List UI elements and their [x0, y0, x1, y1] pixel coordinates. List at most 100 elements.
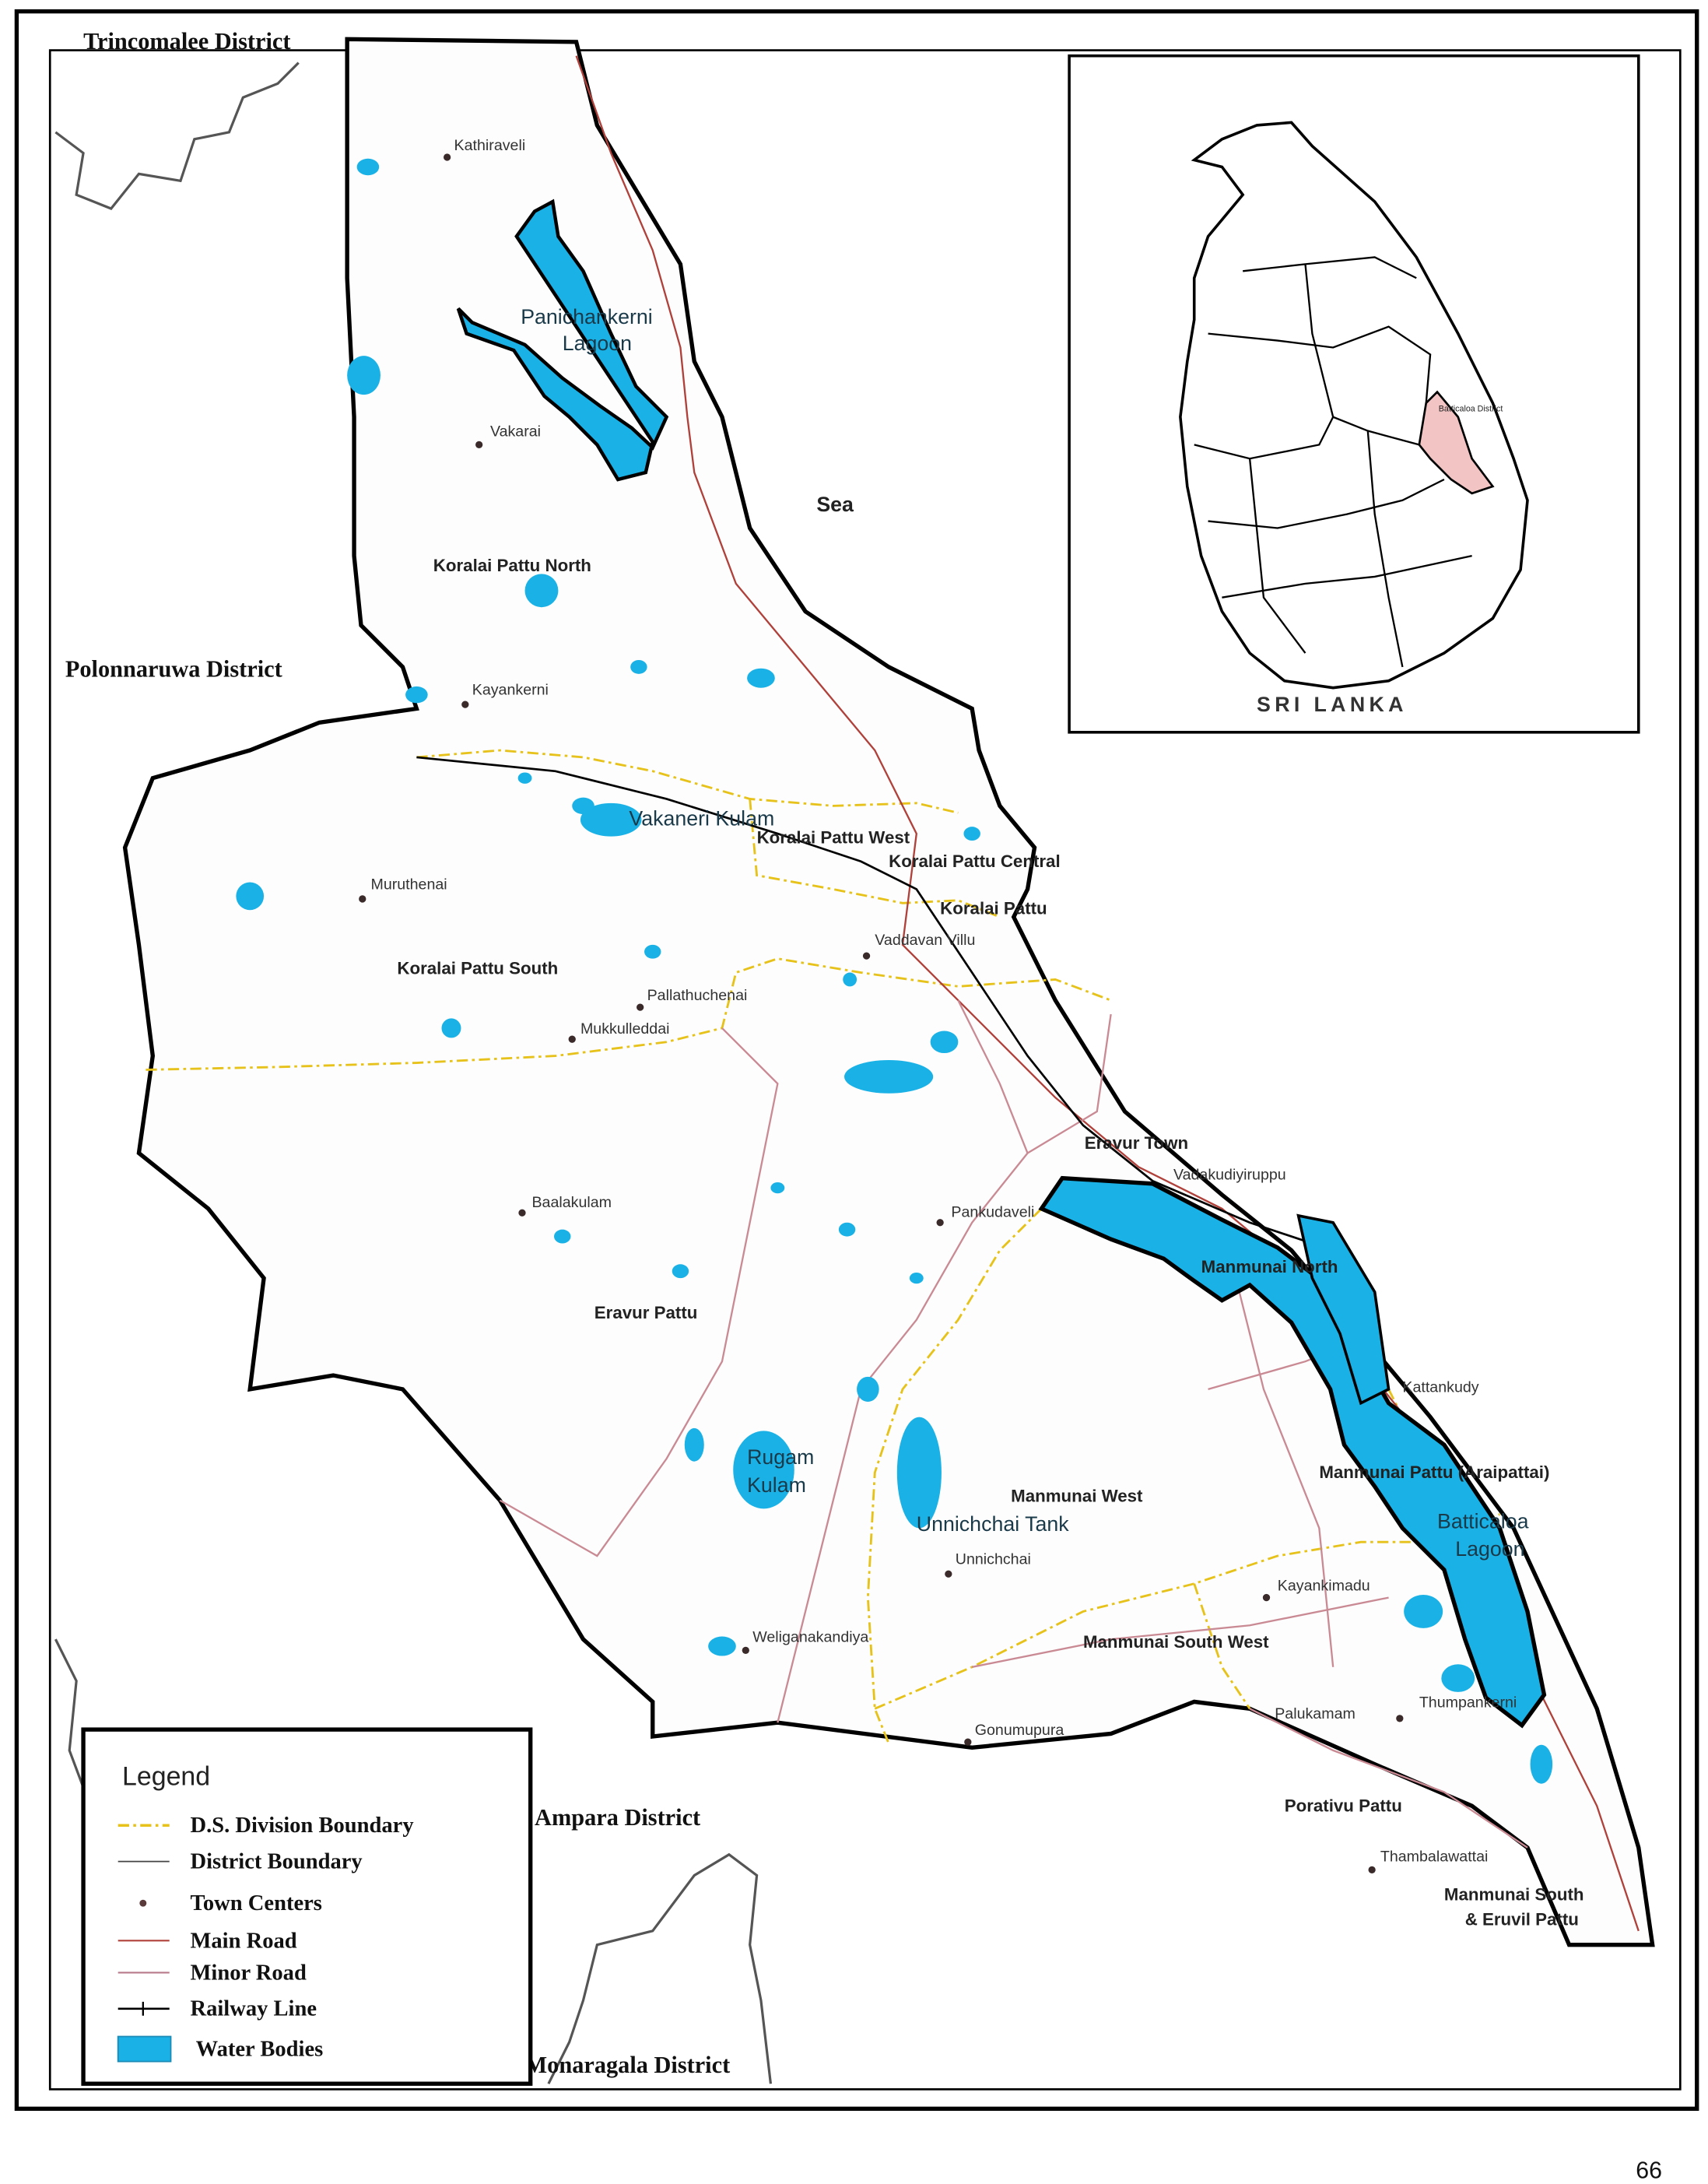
panichankerni-lagoon: [456, 198, 669, 482]
inset-title: SRI LANKA: [1257, 693, 1408, 716]
label-trincomalee: Trincomalee District: [83, 28, 290, 54]
page-number: 66: [1636, 2158, 1662, 2184]
label-ds-division: Eravur Pattu: [594, 1303, 698, 1322]
town-dots: [359, 153, 1404, 1873]
water-body: [843, 972, 858, 987]
town-center-dot: [936, 1219, 944, 1227]
label-town: Vaddavan Villu: [875, 932, 975, 949]
water-body: [580, 802, 642, 837]
label-town: Baalakulam: [531, 1194, 612, 1211]
label-water: Unnichchai Tank: [917, 1512, 1069, 1536]
label-ds-division: Manmunai South: [1444, 1885, 1584, 1905]
town-center-dot: [568, 1035, 576, 1043]
water-body: [405, 686, 428, 704]
water-body: [347, 356, 381, 395]
legend-item-district-boundary: District Boundary: [190, 1850, 362, 1874]
label-polonnaruwa: Polonnaruwa District: [65, 655, 282, 682]
water-body: [1404, 1595, 1443, 1628]
water-body: [356, 158, 380, 176]
water-body: [644, 944, 661, 959]
town-center-dot: [475, 441, 483, 449]
water-body: [963, 827, 980, 841]
water-body: [733, 1431, 794, 1509]
legend-item-water-bodies: Water Bodies: [196, 2037, 324, 2061]
label-ds-division: Manmunai Pattu (Araipattai): [1319, 1462, 1549, 1482]
label-town: Kayankimadu: [1278, 1578, 1370, 1595]
legend-item-main-road: Main Road: [190, 1929, 296, 1953]
water-body: [708, 1636, 736, 1656]
label-town: Mukkulleddai: [580, 1020, 670, 1038]
town-center-dot: [1262, 1593, 1271, 1602]
water-body: [572, 797, 594, 815]
legend-item-minor-road: Minor Road: [190, 1961, 306, 1985]
water-body: [930, 1031, 959, 1054]
label-water: Lagoon: [563, 332, 632, 355]
legend-item-railway: Railway Line: [190, 1997, 317, 2021]
water-body: [684, 1427, 704, 1462]
town-center-dot: [461, 700, 469, 708]
label-town: Weliganakandiya: [752, 1629, 868, 1646]
inset-highlight-label: Batticaloa District: [1439, 405, 1503, 414]
label-ds-division: Koralai Pattu: [940, 899, 1047, 918]
label-town: Thumpankerni: [1419, 1694, 1517, 1712]
town-center-dot: [742, 1646, 749, 1655]
label-ds-division: Manmunai West: [1011, 1486, 1143, 1505]
legend-item-town-centers: Town Centers: [190, 1891, 321, 1915]
label-ds-division: Koralai Pattu North: [433, 556, 591, 575]
water-body: [857, 1376, 879, 1402]
label-ds-division: Koralai Pattu Central: [889, 851, 1061, 871]
label-water: Vakaneri Kulam: [629, 806, 774, 830]
label-town: Vadakudiyiruppu: [1173, 1166, 1286, 1183]
legend-item-ds-boundary: D.S. Division Boundary: [190, 1814, 413, 1838]
label-ds-division: Eravur Town: [1085, 1133, 1188, 1153]
legend: Legend D.S. Division Boundary District B…: [81, 1727, 533, 2086]
label-town: Muruthenai: [370, 876, 447, 893]
water-body: [630, 660, 647, 674]
label-town: Vakarai: [490, 423, 541, 441]
water-body: [909, 1272, 924, 1284]
water-body: [517, 772, 532, 784]
water-body: [844, 1059, 934, 1094]
label-ds-division: & Eruvil Pattu: [1465, 1910, 1579, 1929]
label-sea-north: Sea: [816, 493, 854, 516]
water-body: [672, 1264, 689, 1279]
label-town: Kattankudy: [1402, 1378, 1478, 1396]
label-monaragala: Monaragala District: [525, 2052, 731, 2078]
town-center-dot: [518, 1209, 526, 1217]
town-center-dot: [359, 895, 367, 903]
label-ds-division: Koralai Pattu South: [397, 958, 558, 978]
label-ampara: Ampara District: [535, 1804, 700, 1831]
label-town: Palukamam: [1275, 1705, 1356, 1722]
label-water: Lagoon: [1455, 1537, 1524, 1561]
label-town: Gonumupura: [975, 1722, 1064, 1739]
batticaloa-highlight: [1418, 390, 1495, 495]
water-body: [441, 1018, 461, 1038]
legend-title: Legend: [122, 1761, 210, 1791]
town-center-dot: [1368, 1866, 1376, 1873]
town-center-dot: [1396, 1715, 1404, 1722]
label-town: Kayankerni: [472, 682, 549, 699]
water-body: [236, 882, 265, 911]
label-town: Unnichchai: [956, 1551, 1031, 1568]
label-town: Kathiraveli: [454, 137, 526, 154]
label-water: Panichankerni: [521, 305, 653, 328]
label-ds-division: Porativu Pattu: [1285, 1796, 1402, 1815]
sri-lanka-outline: [1179, 121, 1529, 690]
water-body: [896, 1417, 942, 1529]
label-ds-division: Manmunai North: [1201, 1257, 1338, 1276]
label-water: Kulam: [747, 1473, 806, 1497]
label-town: Pallathuchenai: [647, 987, 748, 1004]
inset-map: Batticaloa District SRI LANKA: [1068, 54, 1640, 734]
label-ds-division: Manmunai South West: [1083, 1632, 1269, 1652]
batticaloa-lagoon: [1038, 1175, 1547, 1729]
town-center-dot: [637, 1003, 644, 1011]
water-body: [554, 1229, 571, 1244]
label-water: Rugam: [747, 1445, 814, 1469]
town-center-dot: [443, 153, 451, 161]
outer-frame: [14, 9, 1699, 2111]
water-body: [747, 668, 775, 688]
water-body: [770, 1182, 785, 1194]
town-center-dot: [945, 1570, 952, 1578]
water-body: [524, 574, 559, 608]
